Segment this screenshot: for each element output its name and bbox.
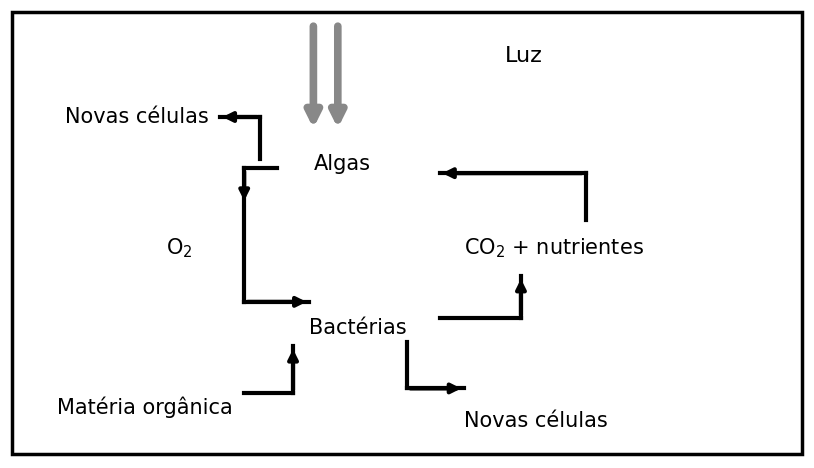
Text: CO$_2$ + nutrientes: CO$_2$ + nutrientes — [464, 236, 643, 260]
Text: Bactérias: Bactérias — [309, 318, 407, 337]
Text: Novas células: Novas células — [464, 411, 608, 431]
Text: Algas: Algas — [313, 154, 370, 174]
Text: Matéria orgânica: Matéria orgânica — [57, 396, 233, 418]
Text: Luz: Luz — [505, 46, 543, 66]
Text: Novas células: Novas células — [65, 107, 209, 127]
Text: O$_2$: O$_2$ — [166, 236, 192, 260]
